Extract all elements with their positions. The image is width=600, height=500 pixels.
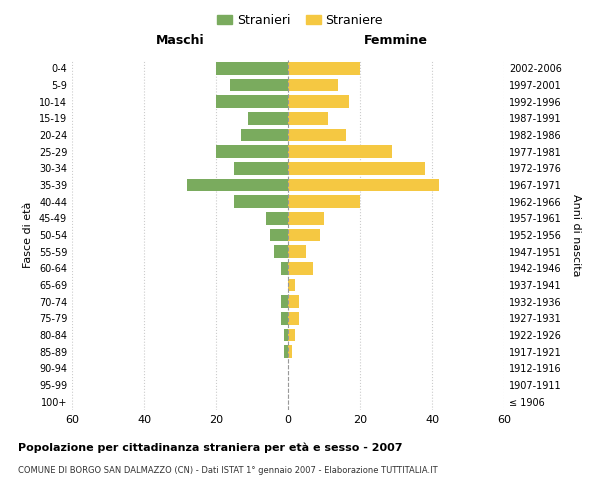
Bar: [248, 112, 288, 124]
Bar: [216, 146, 288, 158]
Bar: [284, 329, 288, 341]
Bar: [284, 346, 288, 358]
Bar: [288, 179, 439, 192]
Text: Femmine: Femmine: [364, 34, 428, 46]
Bar: [281, 312, 288, 324]
Legend: Stranieri, Straniere: Stranieri, Straniere: [212, 8, 388, 32]
Bar: [288, 229, 320, 241]
Text: Popolazione per cittadinanza straniera per età e sesso - 2007: Popolazione per cittadinanza straniera p…: [18, 442, 403, 453]
Bar: [187, 179, 288, 192]
Bar: [234, 162, 288, 174]
Bar: [288, 212, 324, 224]
Bar: [216, 96, 288, 108]
Bar: [288, 262, 313, 274]
Bar: [288, 279, 295, 291]
Bar: [281, 296, 288, 308]
Bar: [274, 246, 288, 258]
Bar: [234, 196, 288, 208]
Y-axis label: Anni di nascita: Anni di nascita: [571, 194, 581, 276]
Bar: [288, 296, 299, 308]
Bar: [288, 312, 299, 324]
Y-axis label: Fasce di età: Fasce di età: [23, 202, 33, 268]
Bar: [230, 79, 288, 92]
Bar: [288, 346, 292, 358]
Bar: [288, 162, 425, 174]
Bar: [288, 129, 346, 141]
Bar: [288, 96, 349, 108]
Bar: [281, 262, 288, 274]
Bar: [288, 62, 360, 74]
Bar: [288, 79, 338, 92]
Bar: [216, 62, 288, 74]
Bar: [288, 146, 392, 158]
Bar: [241, 129, 288, 141]
Bar: [270, 229, 288, 241]
Bar: [288, 329, 295, 341]
Text: COMUNE DI BORGO SAN DALMAZZO (CN) - Dati ISTAT 1° gennaio 2007 - Elaborazione TU: COMUNE DI BORGO SAN DALMAZZO (CN) - Dati…: [18, 466, 437, 475]
Bar: [288, 246, 306, 258]
Bar: [266, 212, 288, 224]
Bar: [288, 112, 328, 124]
Text: Maschi: Maschi: [155, 34, 205, 46]
Bar: [288, 196, 360, 208]
